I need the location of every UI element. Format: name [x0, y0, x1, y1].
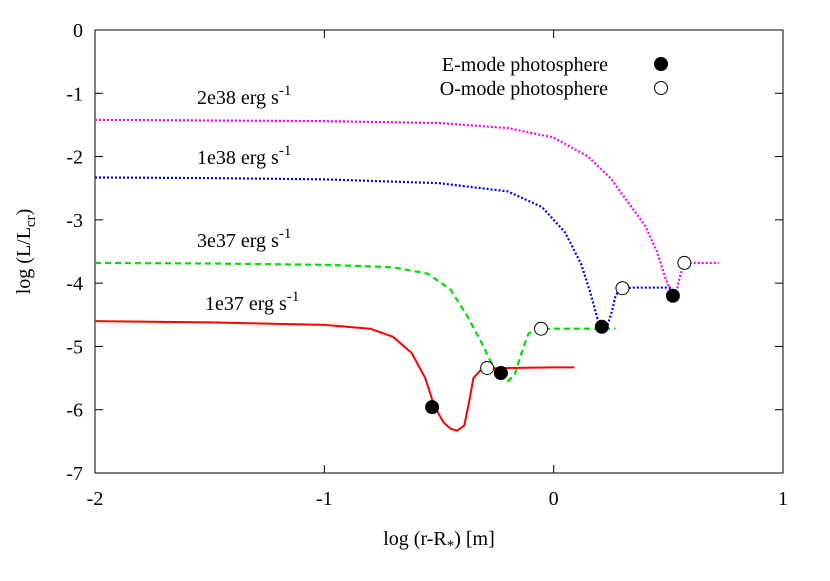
- y-tick-label: -6: [66, 400, 83, 422]
- y-label-sub: cr: [23, 215, 39, 227]
- curve-label-text: 2e38 erg s: [197, 87, 279, 109]
- photosphere-marker: [534, 321, 549, 336]
- curve-label-text: 1e38 erg s: [197, 147, 279, 169]
- photosphere-marker: [493, 366, 508, 381]
- curve: [94, 118, 719, 299]
- legend-label: O-mode photosphere: [440, 78, 608, 100]
- y-tick-label: -1: [66, 83, 83, 105]
- x-tick-label: -1: [316, 488, 333, 510]
- y-tick-label: -3: [66, 210, 83, 232]
- curve: [94, 176, 673, 331]
- y-tick-label: -2: [66, 147, 83, 169]
- photosphere-marker: [480, 360, 495, 375]
- y-label-part: log (L/L: [13, 227, 35, 294]
- photosphere-marker: [615, 281, 630, 296]
- x-axis-label: log (r-R*) [m]: [383, 528, 495, 554]
- curve-label-text: 1e37 erg s: [205, 293, 287, 315]
- x-label-part: ) [m]: [454, 528, 495, 550]
- y-tick-label: -7: [66, 463, 83, 485]
- photosphere-marker: [425, 400, 440, 415]
- curve-label: 1e38 erg s-1: [197, 143, 291, 169]
- curve-label-sup: -1: [279, 143, 292, 159]
- curve-label-sup: -1: [287, 289, 300, 305]
- y-axis-label: log (L/Lcr): [13, 209, 39, 295]
- plot-frame: [94, 29, 784, 474]
- y-label-part: ): [13, 209, 35, 216]
- y-tick-label: -5: [66, 336, 83, 358]
- curve-label-sup: -1: [279, 83, 292, 99]
- curve-label-text: 3e37 erg s: [197, 230, 279, 252]
- legend-marker: [654, 81, 668, 95]
- photosphere-marker: [677, 255, 692, 270]
- x-label-sub: *: [447, 538, 455, 554]
- x-tick-label: 1: [778, 488, 788, 510]
- legend-label: E-mode photosphere: [442, 54, 608, 76]
- x-tick-label: 0: [549, 488, 559, 510]
- legend-marker: [654, 57, 668, 71]
- photosphere-marker: [594, 319, 609, 334]
- curve-label-sup: -1: [279, 226, 292, 242]
- curve-label: 3e37 erg s-1: [197, 226, 291, 252]
- photosphere-marker: [665, 288, 680, 303]
- y-tick-label: -4: [66, 273, 83, 295]
- curve-label: 2e38 erg s-1: [197, 83, 291, 109]
- x-label-part: log (r-R: [383, 528, 447, 550]
- y-tick-label: 0: [73, 20, 83, 42]
- x-tick-label: -2: [87, 488, 104, 510]
- curve-label: 1e37 erg s-1: [205, 289, 299, 315]
